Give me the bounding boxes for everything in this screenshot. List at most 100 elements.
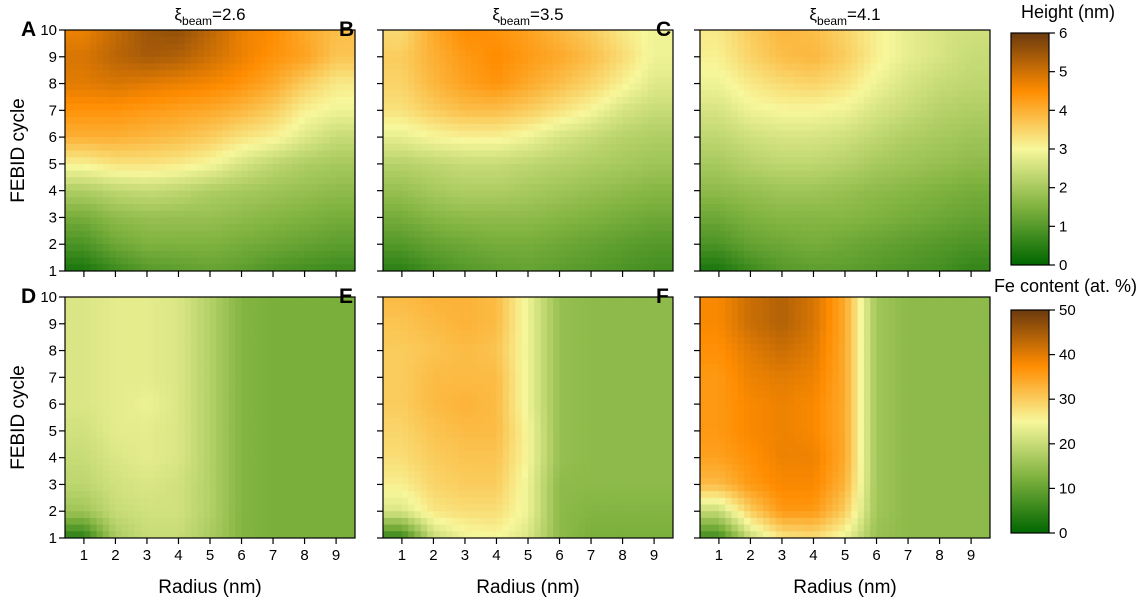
heatmap-cell bbox=[96, 244, 104, 252]
heatmap-cell bbox=[427, 36, 435, 44]
heatmap-cell bbox=[744, 224, 752, 232]
heatmap bbox=[700, 30, 990, 271]
heatmap-cell bbox=[857, 130, 865, 138]
heatmap-cell bbox=[895, 250, 903, 259]
heatmap-cell bbox=[876, 150, 884, 158]
heatmap-cell bbox=[203, 90, 211, 98]
heatmap-cell bbox=[870, 50, 878, 58]
heatmap-cell bbox=[565, 123, 573, 132]
heatmap-cell bbox=[788, 123, 796, 132]
heatmap-cell bbox=[826, 123, 833, 132]
heatmap-cell bbox=[876, 204, 884, 212]
heatmap-cell bbox=[235, 257, 243, 265]
heatmap-cell bbox=[115, 190, 123, 198]
heatmap-cell bbox=[901, 163, 909, 172]
heatmap-cell bbox=[348, 70, 355, 78]
heatmap-cell bbox=[769, 250, 777, 259]
heatmap-cell bbox=[317, 36, 325, 44]
heatmap-cell bbox=[635, 96, 643, 105]
heatmap-cell bbox=[775, 36, 783, 44]
heatmap-cell bbox=[165, 96, 173, 105]
heatmap-cell bbox=[945, 96, 953, 105]
heatmap-cell bbox=[775, 210, 783, 219]
heatmap-cell bbox=[920, 204, 928, 212]
heatmap-cell bbox=[260, 224, 268, 232]
heatmap-cell bbox=[565, 117, 573, 125]
heatmap-cell bbox=[502, 103, 510, 111]
heatmap-cell bbox=[521, 170, 529, 178]
heatmap-cell bbox=[958, 157, 966, 165]
heatmap-cell bbox=[228, 76, 236, 85]
heatmap-cell bbox=[191, 130, 198, 138]
heatmap-cell bbox=[235, 170, 243, 178]
heatmap-cell bbox=[572, 137, 580, 145]
heatmap-cell bbox=[266, 224, 274, 232]
heatmap-cell bbox=[565, 217, 573, 225]
heatmap-cell bbox=[96, 103, 104, 111]
heatmap-cell bbox=[889, 237, 897, 245]
heatmap-cell bbox=[622, 250, 630, 259]
heatmap-cell bbox=[540, 183, 548, 192]
heatmap-cell bbox=[832, 36, 840, 44]
heatmap-cell bbox=[977, 250, 985, 259]
heatmap-cell bbox=[395, 56, 403, 65]
heatmap-cell bbox=[203, 56, 211, 65]
heatmap-cell bbox=[191, 177, 198, 185]
heatmap-cell bbox=[446, 63, 453, 71]
heatmap-cell bbox=[464, 90, 472, 98]
heatmap-cell bbox=[914, 157, 922, 165]
heatmap-cell bbox=[933, 137, 941, 145]
heatmap-cell bbox=[452, 183, 460, 192]
heatmap-cell bbox=[952, 43, 960, 51]
heatmap-cell bbox=[184, 170, 192, 178]
heatmap-cell bbox=[731, 210, 739, 219]
heatmap-cell bbox=[756, 70, 764, 78]
heatmap-cell bbox=[128, 197, 135, 205]
heatmap-cell bbox=[401, 76, 409, 85]
heatmap-cell bbox=[483, 36, 491, 44]
heatmap-cell bbox=[731, 237, 739, 245]
heatmap-cell bbox=[609, 257, 617, 265]
heatmap-cell bbox=[578, 230, 586, 239]
heatmap-cell bbox=[509, 103, 516, 111]
heatmap-cell bbox=[241, 170, 249, 178]
heatmap-cell bbox=[769, 83, 777, 91]
heatmap-cell bbox=[781, 110, 789, 118]
heatmap-cell bbox=[901, 76, 909, 85]
heatmap-cell bbox=[515, 50, 523, 58]
heatmap-cell bbox=[483, 163, 491, 172]
heatmap-cell bbox=[826, 76, 833, 85]
heatmap-cell bbox=[895, 36, 903, 44]
heatmap-cell bbox=[128, 150, 135, 158]
heatmap-cell bbox=[128, 30, 135, 38]
heatmap-cell bbox=[983, 224, 990, 232]
heatmap-cell bbox=[304, 76, 312, 85]
heatmap-cell bbox=[216, 250, 224, 259]
heatmap-cell bbox=[863, 90, 871, 98]
heatmap-cell bbox=[121, 230, 129, 239]
heatmap-cell bbox=[304, 30, 312, 38]
heatmap-cell bbox=[291, 63, 299, 71]
heatmap-cell bbox=[756, 157, 764, 165]
heatmap-cell bbox=[317, 257, 325, 265]
heatmap-cell bbox=[584, 83, 592, 91]
heatmap-cell bbox=[901, 43, 909, 51]
heatmap-cell bbox=[509, 50, 516, 58]
heatmap-cell bbox=[291, 250, 299, 259]
heatmap-cell bbox=[304, 230, 312, 239]
heatmap-cell bbox=[241, 36, 249, 44]
heatmap-cell bbox=[895, 63, 903, 71]
heatmap-cell bbox=[666, 110, 673, 118]
heatmap-cell bbox=[731, 36, 739, 44]
heatmap-cell bbox=[572, 43, 580, 51]
heatmap-cell bbox=[750, 217, 758, 225]
heatmap-cell bbox=[952, 177, 960, 185]
heatmap-cell bbox=[706, 264, 714, 271]
heatmap-cell bbox=[395, 137, 403, 145]
heatmap-cell bbox=[945, 117, 953, 125]
heatmap-cell bbox=[439, 36, 447, 44]
heatmap-cell bbox=[521, 96, 529, 105]
heatmap-cell bbox=[153, 264, 161, 271]
heatmap-cell bbox=[546, 217, 554, 225]
heatmap-cell bbox=[788, 56, 796, 65]
